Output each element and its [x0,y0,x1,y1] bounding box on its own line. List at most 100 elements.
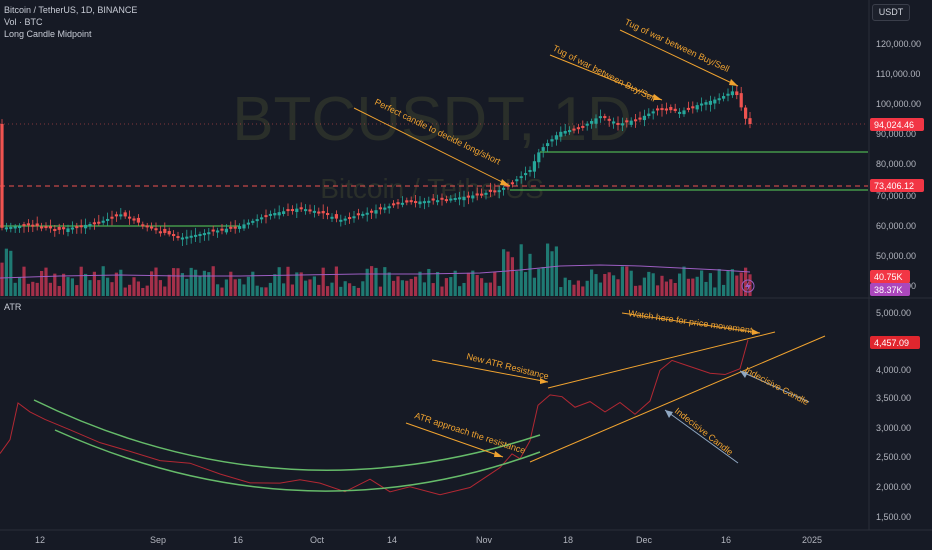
annotation-watch[interactable]: Watch here for price movement [621,308,761,335]
volume-bar [246,276,250,296]
candle-body [524,173,528,176]
candle-body [312,210,316,213]
currency-button[interactable]: USDT [872,4,910,21]
annotation-indecisive2[interactable]: Indecisive Candle [664,406,739,464]
volume-bar [541,267,545,296]
atr-pane-label[interactable]: ATR [4,302,22,312]
candle-body [101,220,105,223]
volume-bar [106,277,110,296]
candlestick-series[interactable] [0,85,752,247]
time-tick: 12 [35,535,45,545]
candle-body [136,217,140,223]
candle-body [277,212,281,216]
annotation-indecisive1[interactable]: Indecisive Candle [739,365,810,407]
candle-body [70,227,74,230]
volume-bar [172,268,176,296]
atr-resistance-line[interactable] [547,331,776,389]
watermark-symbol: BTCUSDT, 1D [232,85,632,154]
candle-body [255,219,259,222]
volume-bar [216,284,220,296]
annotation-approach[interactable]: ATR approach the resistance [405,410,527,458]
volume-bar [453,270,457,296]
candle-body [361,213,365,216]
candle-body [62,227,66,230]
candle-body [202,233,206,236]
volume-bar [418,271,422,296]
candle-body [449,198,453,201]
candle-body [656,108,660,111]
volume-bar [700,270,704,296]
candle-body [462,196,466,201]
time-tick: 14 [387,535,397,545]
price-axis[interactable]: 120,000.00 110,000.00 100,000.00 90,000.00 8… [876,39,921,291]
volume-bar [194,269,198,296]
volume-bar [13,282,17,296]
price-tick: 110,000.00 [876,69,920,79]
volume-bar [57,286,61,296]
candle-body [554,135,558,140]
volume-bar [277,267,281,296]
candle-body [242,224,246,229]
candle-body [387,206,391,209]
candle-body [31,224,35,227]
volume-bar [524,272,528,296]
legend-indicator[interactable]: Long Candle Midpoint [4,29,92,39]
candle-body [713,99,717,104]
volume-bar [568,280,572,296]
volume-bar [224,279,228,296]
candle-body [585,123,589,126]
volume-bars[interactable] [0,243,752,296]
volume-bar [612,275,616,296]
volume-bar [26,283,30,296]
atr-upper-curve[interactable] [33,399,541,471]
candle-body [642,115,646,121]
candle-body [84,224,88,229]
volume-bar [730,269,734,296]
volume-bar [449,277,453,296]
atr-tick: 3,500.00 [876,393,911,403]
candle-body [238,226,242,229]
lightning-icon[interactable] [741,279,755,293]
volume-bar [321,267,325,296]
candle-body [695,105,699,110]
atr-line[interactable] [0,339,749,496]
volume-bar [383,267,387,296]
volume-bar [365,268,369,296]
volume-bar [189,267,193,296]
candle-body [308,209,312,212]
volume-bar [581,286,585,296]
volume-bar [154,267,158,296]
volume-bar [427,268,431,296]
candle-body [607,118,611,121]
volume-bar [84,273,88,296]
atr-lower-curve[interactable] [54,429,541,492]
annotation-new-atr[interactable]: New ATR Resistance [431,351,550,384]
candle-body [744,107,748,119]
volume-bar [308,279,312,296]
candle-body [374,210,378,214]
volume-bar [114,272,118,296]
candle-body [163,228,167,233]
legend-pair[interactable]: Bitcoin / TetherUS, 1D, BINANCE [4,5,138,15]
volume-bar [585,280,589,296]
volume-bar [488,282,492,296]
candle-body [123,212,127,217]
candle-body [651,111,655,114]
volume-bar [128,284,132,296]
time-axis[interactable]: 12 Sep 16 Oct 14 Nov 18 Dec 16 2025 [35,535,822,545]
volume-bar [436,271,440,296]
candle-body [233,226,237,229]
volume-bar [717,269,721,296]
atr-support-line[interactable] [529,335,826,463]
legend-volume[interactable]: Vol · BTC [4,17,43,27]
candle-body [686,107,690,110]
annotation-tug2[interactable]: Tug of war between Buy/Sell [619,17,739,87]
candle-body [176,236,180,239]
volume-ma-badge-text: 38.37K [874,285,903,295]
volume-bar [638,285,642,296]
volume-bar [634,285,638,296]
volume-bar [651,273,655,296]
candle-body [378,207,382,210]
volume-bar [150,271,154,296]
